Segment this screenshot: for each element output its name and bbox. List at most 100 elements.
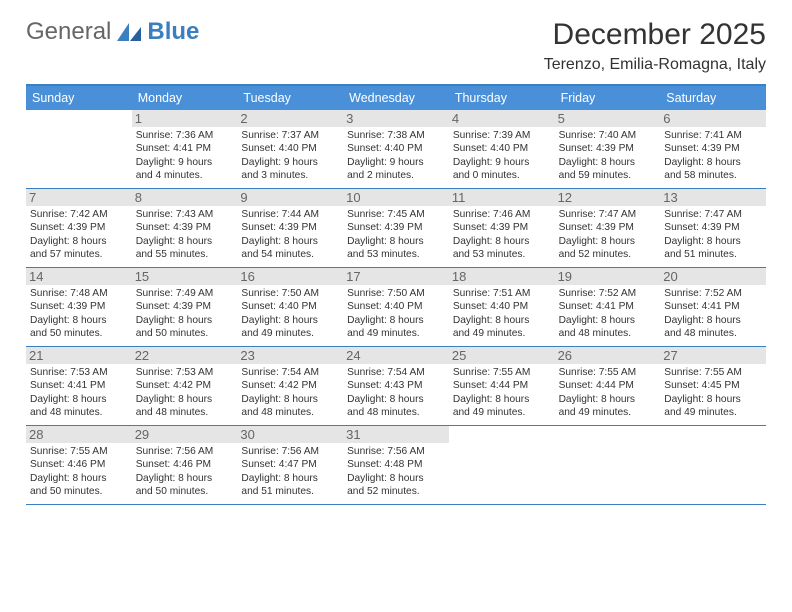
day-info-line: and 0 minutes. — [453, 169, 551, 182]
day-number: 1 — [132, 110, 238, 127]
week-row: 1Sunrise: 7:36 AMSunset: 4:41 PMDaylight… — [26, 110, 766, 189]
day-number: 27 — [660, 347, 766, 364]
day-info-line: and 2 minutes. — [347, 169, 445, 182]
day-info: Sunrise: 7:56 AMSunset: 4:46 PMDaylight:… — [136, 445, 234, 498]
day-info-line: Sunrise: 7:53 AM — [136, 366, 234, 379]
day-info-line: Sunset: 4:39 PM — [664, 221, 762, 234]
day-header-cell: Wednesday — [343, 86, 449, 110]
day-info-line: Sunrise: 7:46 AM — [453, 208, 551, 221]
day-info-line: and 50 minutes. — [136, 485, 234, 498]
day-info-line: Daylight: 8 hours — [453, 393, 551, 406]
day-info-line: Sunrise: 7:55 AM — [453, 366, 551, 379]
day-info-line: and 49 minutes. — [453, 327, 551, 340]
day-cell: 4 Sunrise: 7:39 AMSunset: 4:40 PMDaylight… — [449, 110, 555, 188]
day-info-line: Sunset: 4:40 PM — [453, 142, 551, 155]
day-info: Sunrise: 7:53 AMSunset: 4:42 PMDaylight:… — [136, 366, 234, 419]
day-number: 4 — [449, 110, 555, 127]
day-info-line: and 48 minutes. — [347, 406, 445, 419]
day-info: Sunrise: 7:48 AMSunset: 4:39 PMDaylight:… — [30, 287, 128, 340]
day-number: 30 — [237, 426, 343, 443]
day-info-line: Daylight: 8 hours — [664, 156, 762, 169]
day-cell: 21Sunrise: 7:53 AMSunset: 4:41 PMDayligh… — [26, 347, 132, 425]
day-number: 8 — [132, 189, 238, 206]
day-info-line: Sunrise: 7:56 AM — [241, 445, 339, 458]
day-number: 5 — [555, 110, 661, 127]
title-block: December 2025 Terenzo, Emilia-Romagna, I… — [544, 18, 766, 74]
day-cell: 18Sunrise: 7:51 AMSunset: 4:40 PMDayligh… — [449, 268, 555, 346]
day-number: 17 — [343, 268, 449, 285]
day-info: Sunrise: 7:37 AMSunset: 4:40 PMDaylight:… — [241, 129, 339, 182]
day-info-line: Daylight: 8 hours — [347, 393, 445, 406]
day-info-line: Daylight: 9 hours — [136, 156, 234, 169]
day-cell: 13Sunrise: 7:47 AMSunset: 4:39 PMDayligh… — [660, 189, 766, 267]
day-info-line: Daylight: 8 hours — [241, 393, 339, 406]
day-cell: 9Sunrise: 7:44 AMSunset: 4:39 PMDaylight… — [237, 189, 343, 267]
day-info-line: Sunrise: 7:42 AM — [30, 208, 128, 221]
day-info-line: Sunset: 4:48 PM — [347, 458, 445, 471]
day-info-line: Sunset: 4:40 PM — [241, 142, 339, 155]
day-number: 11 — [449, 189, 555, 206]
day-info-line: Daylight: 8 hours — [664, 314, 762, 327]
day-info-line: Sunset: 4:41 PM — [559, 300, 657, 313]
day-number: 3 — [343, 110, 449, 127]
day-cell: 31Sunrise: 7:56 AMSunset: 4:48 PMDayligh… — [343, 426, 449, 504]
day-number: 25 — [449, 347, 555, 364]
day-info-line: Sunrise: 7:50 AM — [347, 287, 445, 300]
day-info-line: Daylight: 9 hours — [241, 156, 339, 169]
day-info: Sunrise: 7:41 AMSunset: 4:39 PMDaylight:… — [664, 129, 762, 182]
day-info-line: and 48 minutes. — [664, 327, 762, 340]
day-info-line: Daylight: 8 hours — [136, 314, 234, 327]
day-info: Sunrise: 7:55 AMSunset: 4:44 PMDaylight:… — [559, 366, 657, 419]
day-info-line: and 48 minutes. — [559, 327, 657, 340]
day-info-line: and 50 minutes. — [30, 327, 128, 340]
day-info-line: Sunrise: 7:36 AM — [136, 129, 234, 142]
day-info-line: Sunset: 4:41 PM — [664, 300, 762, 313]
day-info-line: Daylight: 8 hours — [30, 314, 128, 327]
day-number: 2 — [237, 110, 343, 127]
calendar: SundayMondayTuesdayWednesdayThursdayFrid… — [26, 84, 766, 505]
day-info-line: Sunset: 4:41 PM — [30, 379, 128, 392]
day-info-line: Sunrise: 7:51 AM — [453, 287, 551, 300]
day-info-line: Daylight: 8 hours — [347, 472, 445, 485]
day-info: Sunrise: 7:39 AMSunset: 4:40 PMDaylight:… — [453, 129, 551, 182]
day-info-line: and 51 minutes. — [241, 485, 339, 498]
day-info-line: Sunset: 4:39 PM — [347, 221, 445, 234]
weeks: 1Sunrise: 7:36 AMSunset: 4:41 PMDaylight… — [26, 110, 766, 505]
day-header-cell: Friday — [555, 86, 661, 110]
day-info-line: Daylight: 8 hours — [30, 235, 128, 248]
day-info-line: and 53 minutes. — [347, 248, 445, 261]
day-cell: 17Sunrise: 7:50 AMSunset: 4:40 PMDayligh… — [343, 268, 449, 346]
logo-sail-icon — [115, 21, 143, 43]
day-info-line: Sunrise: 7:49 AM — [136, 287, 234, 300]
day-info-line: Daylight: 8 hours — [347, 235, 445, 248]
day-info-line: and 48 minutes. — [136, 406, 234, 419]
day-cell: 1Sunrise: 7:36 AMSunset: 4:41 PMDaylight… — [132, 110, 238, 188]
day-number: 31 — [343, 426, 449, 443]
day-info: Sunrise: 7:40 AMSunset: 4:39 PMDaylight:… — [559, 129, 657, 182]
day-info-line: Sunset: 4:44 PM — [453, 379, 551, 392]
day-info: Sunrise: 7:55 AMSunset: 4:46 PMDaylight:… — [30, 445, 128, 498]
day-number: 21 — [26, 347, 132, 364]
day-info-line: Sunset: 4:40 PM — [241, 300, 339, 313]
logo: General Blue — [26, 18, 199, 46]
day-cell — [660, 426, 766, 504]
day-info-line: Daylight: 9 hours — [453, 156, 551, 169]
day-info-line: Daylight: 8 hours — [559, 235, 657, 248]
day-info-line: and 50 minutes. — [136, 327, 234, 340]
day-info-line: Sunset: 4:39 PM — [241, 221, 339, 234]
day-header-row: SundayMondayTuesdayWednesdayThursdayFrid… — [26, 86, 766, 110]
day-info-line: Sunrise: 7:40 AM — [559, 129, 657, 142]
day-info-line: and 52 minutes. — [347, 485, 445, 498]
day-cell: 11Sunrise: 7:46 AMSunset: 4:39 PMDayligh… — [449, 189, 555, 267]
day-info: Sunrise: 7:52 AMSunset: 4:41 PMDaylight:… — [664, 287, 762, 340]
day-info-line: Sunrise: 7:55 AM — [30, 445, 128, 458]
day-info-line: Sunset: 4:40 PM — [347, 300, 445, 313]
day-info-line: and 58 minutes. — [664, 169, 762, 182]
day-info: Sunrise: 7:54 AMSunset: 4:42 PMDaylight:… — [241, 366, 339, 419]
day-info-line: and 48 minutes. — [241, 406, 339, 419]
day-cell: 25 Sunrise: 7:55 AMSunset: 4:44 PMDayligh… — [449, 347, 555, 425]
day-info-line: and 50 minutes. — [30, 485, 128, 498]
month-title: December 2025 — [544, 18, 766, 52]
day-cell: 24Sunrise: 7:54 AMSunset: 4:43 PMDayligh… — [343, 347, 449, 425]
day-cell: 7Sunrise: 7:42 AMSunset: 4:39 PMDaylight… — [26, 189, 132, 267]
